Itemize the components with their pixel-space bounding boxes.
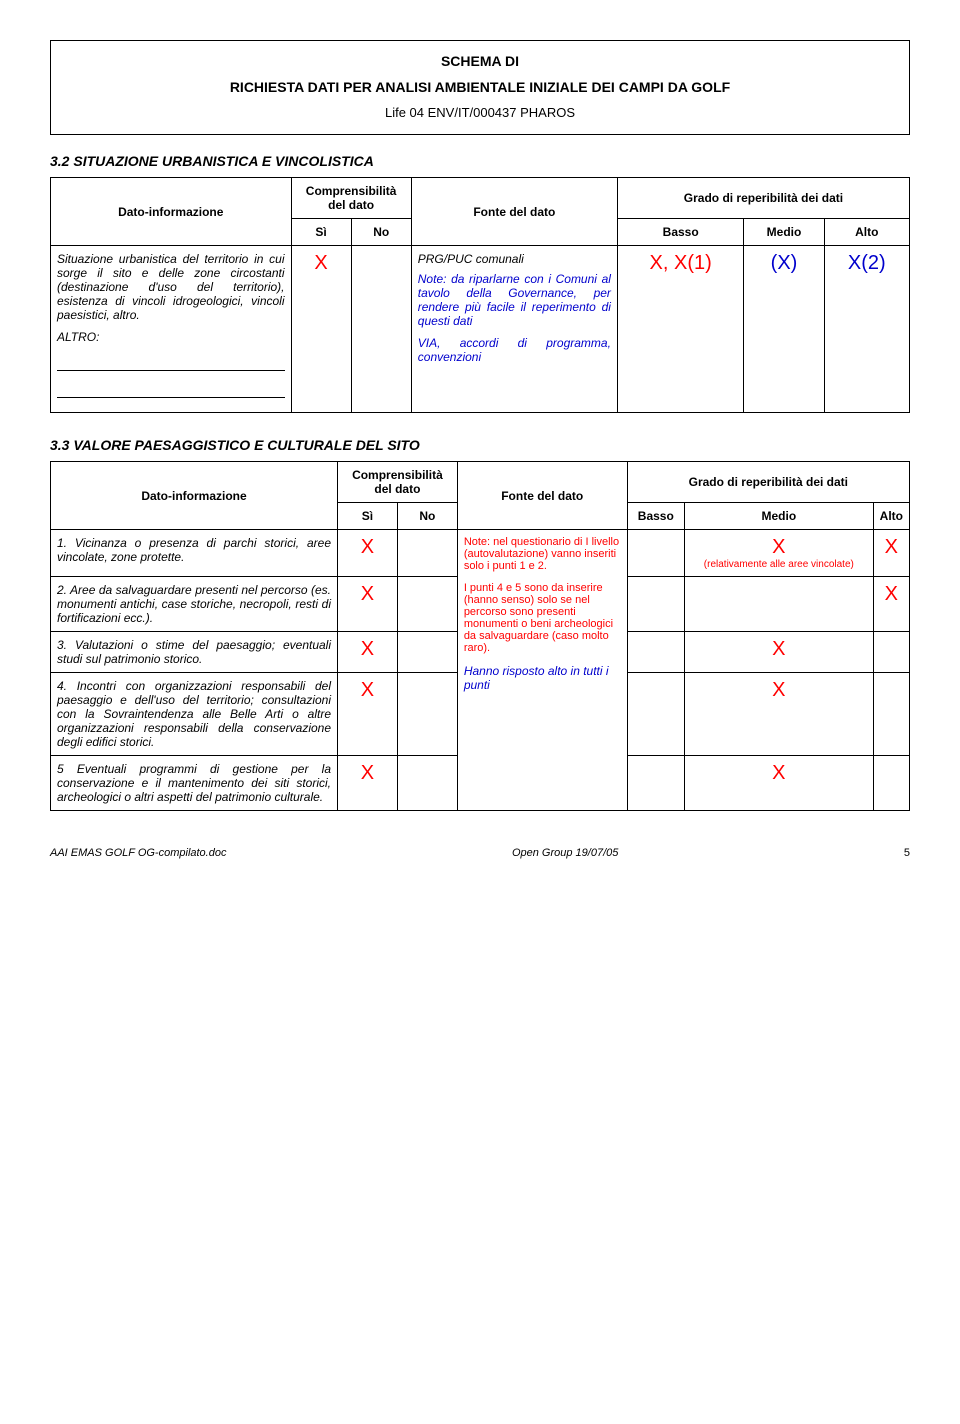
footer: AAI EMAS GOLF OG-compilato.doc Open Grou…: [50, 841, 910, 859]
table-row: Situazione urbanistica del territorio in…: [51, 246, 910, 413]
cell-medio: [685, 577, 874, 632]
x-mark: X: [361, 536, 374, 558]
th-fonte: Fonte del dato: [457, 462, 627, 530]
th-dato: Dato-informazione: [51, 462, 338, 530]
table-3-3: Dato-informazione Comprensibilità del da…: [50, 461, 910, 811]
section-3-2-title: 3.2 SITUAZIONE URBANISTICA E VINCOLISTIC…: [50, 153, 910, 169]
table-row: 1. Vicinanza o presenza di parchi storic…: [51, 530, 910, 577]
cell-alto: [873, 632, 909, 673]
table-header-row: Dato-informazione Comprensibilità del da…: [51, 462, 910, 503]
cell-no: [397, 632, 457, 673]
cell-medio: X: [685, 673, 874, 756]
cell-basso: [627, 530, 684, 577]
cell-medio: X (relativamente alle aree vincolate): [685, 530, 874, 577]
cell-basso: X, X(1): [617, 246, 744, 413]
th-comp: Comprensibilità del dato: [291, 178, 411, 219]
cell-alto: [873, 756, 909, 811]
cell-no: [397, 673, 457, 756]
alto-x: X: [885, 583, 898, 605]
fonte-note3: Hanno risposto alto in tutti i punti: [464, 664, 621, 692]
cell-basso: [627, 673, 684, 756]
medio-x: X: [772, 762, 785, 784]
th-alto: Alto: [873, 503, 909, 530]
fonte-note2: I punti 4 e 5 sono da inserire (hanno se…: [464, 582, 621, 654]
cell-si: X: [338, 577, 398, 632]
table-3-2: Dato-informazione Comprensibilità del da…: [50, 177, 910, 413]
medio-val: (X): [771, 252, 798, 274]
header-line2: RICHIESTA DATI PER ANALISI AMBIENTALE IN…: [67, 79, 893, 95]
table-header-row: Dato-informazione Comprensibilità del da…: [51, 178, 910, 219]
fonte-note2: VIA, accordi di programma, convenzioni: [418, 336, 611, 364]
cell-alto: X: [873, 577, 909, 632]
cell-fonte: PRG/PUC comunali Note: da riparlarne con…: [411, 246, 617, 413]
alto-val: X(2): [848, 252, 886, 274]
cell-dato: 1. Vicinanza o presenza di parchi storic…: [51, 530, 338, 577]
altro-label: ALTRO:: [57, 330, 285, 344]
x-mark: X: [361, 679, 374, 701]
medio-x: X: [772, 638, 785, 660]
cell-si: X: [338, 530, 398, 577]
cell-basso: [627, 577, 684, 632]
footer-center: Open Group 19/07/05: [512, 847, 618, 859]
th-basso: Basso: [617, 219, 744, 246]
cell-alto: X(2): [824, 246, 909, 413]
medio-x: X: [772, 536, 785, 558]
header-subtitle: Life 04 ENV/IT/000437 PHAROS: [67, 105, 893, 120]
x-mark: X: [314, 252, 327, 274]
cell-si: X: [338, 632, 398, 673]
th-medio: Medio: [744, 219, 824, 246]
fonte-note1: Note: nel questionario di I livello (aut…: [464, 536, 621, 572]
cell-medio: (X): [744, 246, 824, 413]
cell-no: [397, 530, 457, 577]
cell-alto: [873, 673, 909, 756]
th-basso: Basso: [627, 503, 684, 530]
cell-dato: 2. Aree da salvaguardare presenti nel pe…: [51, 577, 338, 632]
th-dato: Dato-informazione: [51, 178, 292, 246]
cell-no: [351, 246, 411, 413]
th-fonte: Fonte del dato: [411, 178, 617, 246]
dato-text: Situazione urbanistica del territorio in…: [57, 252, 285, 322]
cell-medio: X: [685, 632, 874, 673]
cell-dato: Situazione urbanistica del territorio in…: [51, 246, 292, 413]
header-line1: SCHEMA DI: [67, 53, 893, 69]
th-grado: Grado di reperibilità dei dati: [627, 462, 909, 503]
th-si: Sì: [338, 503, 398, 530]
medio-x: X: [772, 679, 785, 701]
cell-si: X: [338, 756, 398, 811]
footer-page-number: 5: [904, 847, 910, 859]
fonte-note1: Note: da riparlarne con i Comuni al tavo…: [418, 272, 611, 328]
cell-si: X: [338, 673, 398, 756]
th-comp: Comprensibilità del dato: [338, 462, 458, 503]
fonte-title: PRG/PUC comunali: [418, 252, 611, 266]
th-si: Sì: [291, 219, 351, 246]
x-mark: X: [361, 762, 374, 784]
basso-val: X, X(1): [650, 252, 712, 274]
cell-dato: 4. Incontri con organizzazioni responsab…: [51, 673, 338, 756]
cell-si: X: [291, 246, 351, 413]
cell-basso: [627, 756, 684, 811]
cell-dato: 5 Eventuali programmi di gestione per la…: [51, 756, 338, 811]
cell-medio: X: [685, 756, 874, 811]
cell-alto: X: [873, 530, 909, 577]
cell-no: [397, 756, 457, 811]
x-mark: X: [361, 638, 374, 660]
cell-fonte-merged: Note: nel questionario di I livello (aut…: [457, 530, 627, 811]
th-no: No: [351, 219, 411, 246]
altro-line-1: [57, 370, 285, 371]
th-no: No: [397, 503, 457, 530]
cell-dato: 3. Valutazioni o stime del paesaggio; ev…: [51, 632, 338, 673]
th-grado: Grado di reperibilità dei dati: [617, 178, 909, 219]
section-3-3-title: 3.3 VALORE PAESAGGISTICO E CULTURALE DEL…: [50, 437, 910, 453]
th-medio: Medio: [685, 503, 874, 530]
header-box: SCHEMA DI RICHIESTA DATI PER ANALISI AMB…: [50, 40, 910, 135]
cell-basso: [627, 632, 684, 673]
footer-left: AAI EMAS GOLF OG-compilato.doc: [50, 847, 226, 859]
alto-x: X: [885, 536, 898, 558]
cell-no: [397, 577, 457, 632]
medio-note: (relativamente alle aree vincolate): [691, 559, 867, 570]
x-mark: X: [361, 583, 374, 605]
th-alto: Alto: [824, 219, 909, 246]
